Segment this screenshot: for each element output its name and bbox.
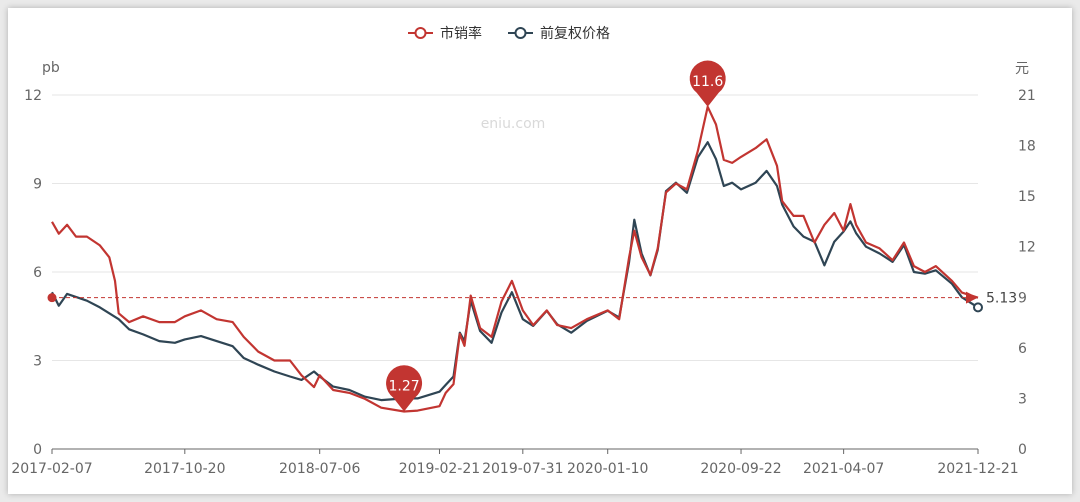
series-line-0 <box>51 105 979 413</box>
x-tick-label: 2018-07-06 <box>279 461 360 477</box>
reference-line-arrow <box>966 291 978 304</box>
x-tick-label: 2017-10-20 <box>144 461 225 477</box>
x-tick-label: 2019-07-31 <box>482 461 563 477</box>
y-left-tick-label: 6 <box>33 265 42 281</box>
y-right-tick-label: 12 <box>1018 240 1036 256</box>
y-left-unit: pb <box>42 60 60 76</box>
y-right-tick-label: 21 <box>1018 88 1036 104</box>
y-right-tick-label: 18 <box>1018 139 1036 155</box>
series-line-1 <box>51 141 979 402</box>
watermark: eniu.com <box>481 116 546 132</box>
x-tick-label: 2021-12-21 <box>937 461 1018 477</box>
chart-card: eniu.com 0 3 6 9 12 0 3 6 9 12 15 18 21 pb 元 2017-02-07 2… <box>8 8 1072 494</box>
legend-label-1: 前复权价格 <box>540 25 610 42</box>
pb-price-line-chart: eniu.com 0 3 6 9 12 0 3 6 9 12 15 18 21 pb 元 2017-02-07 2… <box>11 25 1036 477</box>
y-left-tick-label: 12 <box>24 88 42 104</box>
legend-marker-1 <box>514 27 527 39</box>
y-right-unit: 元 <box>1015 61 1029 77</box>
x-tick-label: 2020-01-10 <box>567 461 648 477</box>
y-right-tick-label: 0 <box>1018 442 1027 458</box>
x-tick-label: 2021-04-07 <box>803 461 884 477</box>
marker-pin-max <box>689 60 726 107</box>
marker-pin-min <box>386 365 423 412</box>
y-right-tick-label: 15 <box>1018 189 1036 205</box>
y-right-tick-label: 6 <box>1018 341 1027 357</box>
reference-line-label: 5.13 <box>986 291 1017 307</box>
legend-marker-0 <box>414 27 427 39</box>
legend-label-0: 市销率 <box>440 25 482 42</box>
y-right-tick-label: 3 <box>1018 391 1027 407</box>
reference-line-start-dot <box>47 293 57 303</box>
x-tick-label: 2020-09-22 <box>700 461 781 477</box>
x-tick-label: 2017-02-07 <box>11 461 92 477</box>
x-tick-label: 2019-02-21 <box>399 461 480 477</box>
marker-label-max: 11.6 <box>692 74 723 90</box>
marker-label-min: 1.27 <box>388 379 419 395</box>
y-right-tick-label: 9 <box>1018 290 1027 306</box>
y-left-tick-label: 9 <box>33 177 42 193</box>
y-left-tick-label: 3 <box>33 354 42 370</box>
y-left-tick-label: 0 <box>33 442 42 458</box>
price-end-dot <box>973 302 983 313</box>
